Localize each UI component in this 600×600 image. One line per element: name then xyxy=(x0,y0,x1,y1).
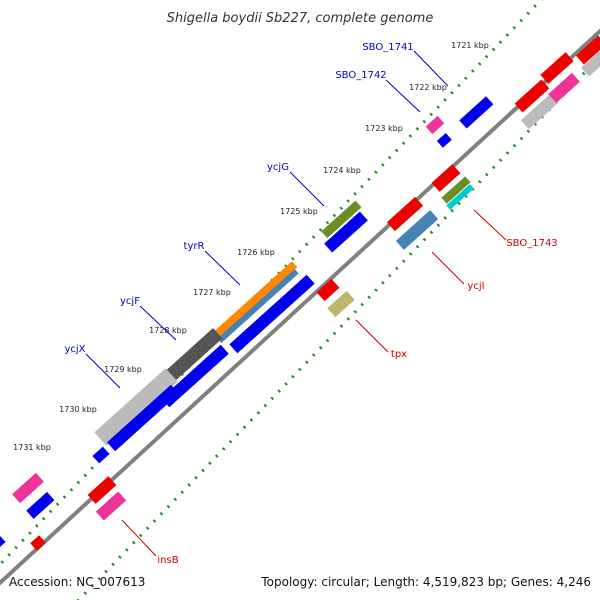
topology-text: Topology: circular; Length: 4,519,823 bp… xyxy=(260,575,591,589)
forward-gene-labels: SBO_1741 SBO_1742 ycjG tyrR ycjF ycjX xyxy=(64,42,413,355)
map-title: Shigella boydii Sb227, complete genome xyxy=(167,11,434,26)
gene-feature[interactable] xyxy=(0,534,6,552)
gene-label[interactable]: SBO_1742 xyxy=(335,70,386,81)
leader-line xyxy=(413,50,449,87)
gene-feature[interactable] xyxy=(395,210,439,250)
gene-feature[interactable] xyxy=(436,133,452,148)
gene-feature[interactable] xyxy=(575,35,600,65)
leader-line xyxy=(139,305,177,341)
gene-feature[interactable] xyxy=(514,79,550,113)
leader-line xyxy=(355,319,389,353)
gene-feature[interactable] xyxy=(324,211,368,253)
tick-label: 1731 kbp xyxy=(13,443,51,452)
gene-feature[interactable] xyxy=(386,196,424,232)
gene-feature[interactable] xyxy=(540,52,574,84)
tick-label: 1722 kbp xyxy=(409,83,447,92)
leader-line xyxy=(121,519,157,557)
gene-label[interactable]: SBO_1743 xyxy=(506,238,557,249)
gene-feature[interactable] xyxy=(425,115,445,135)
gene-label[interactable]: ycjF xyxy=(120,296,140,307)
gene-feature[interactable] xyxy=(581,51,600,77)
gene-feature[interactable] xyxy=(229,274,315,354)
tick-label: 1726 kbp xyxy=(237,248,275,257)
gene-feature[interactable] xyxy=(107,384,179,452)
gene-feature[interactable] xyxy=(321,200,362,239)
gene-feature[interactable] xyxy=(214,261,298,337)
gene-feature[interactable] xyxy=(431,164,461,192)
leader-lines xyxy=(85,50,507,557)
gene-feature[interactable] xyxy=(217,268,299,344)
gene-feature[interactable] xyxy=(548,72,580,104)
leader-line xyxy=(473,209,507,241)
tick-labels: 1721 kbp 1722 kbp 1723 kbp 1724 kbp 1725… xyxy=(13,41,489,452)
tick-label: 1730 kbp xyxy=(59,405,97,414)
gene-feature[interactable] xyxy=(26,491,55,519)
gene-feature[interactable] xyxy=(92,446,110,464)
forward-strand-features xyxy=(0,96,494,552)
gene-label[interactable]: tpx xyxy=(391,349,407,360)
accession-text: Accession: NC_007613 xyxy=(9,575,145,589)
tick-label: 1721 kbp xyxy=(451,41,489,50)
gene-label[interactable]: ycjI xyxy=(467,281,484,292)
gene-feature[interactable] xyxy=(161,344,229,408)
leader-line xyxy=(204,250,241,286)
gene-feature[interactable] xyxy=(459,96,494,129)
leader-line xyxy=(85,353,121,389)
gene-label[interactable]: SBO_1741 xyxy=(362,42,413,53)
tick-label: 1724 kbp xyxy=(323,166,361,175)
tick-label: 1723 kbp xyxy=(365,124,403,133)
tick-label: 1729 kbp xyxy=(104,365,142,374)
leader-line xyxy=(385,79,421,113)
reverse-strand-features xyxy=(30,35,600,551)
gene-feature[interactable] xyxy=(95,491,127,521)
gene-feature[interactable] xyxy=(87,476,117,504)
gene-feature[interactable] xyxy=(446,184,474,210)
gene-feature[interactable] xyxy=(30,535,46,551)
tick-label: 1728 kbp xyxy=(149,326,187,335)
tick-label: 1725 kbp xyxy=(280,207,318,216)
gene-feature[interactable] xyxy=(327,290,355,318)
gene-label[interactable]: ycjX xyxy=(64,344,85,355)
gene-label[interactable]: tyrR xyxy=(184,241,205,252)
leader-line xyxy=(289,171,325,207)
reverse-gene-labels: SBO_1743 ycjI tpx insB xyxy=(157,238,557,566)
gene-feature[interactable] xyxy=(441,176,471,204)
gene-label[interactable]: ycjG xyxy=(267,162,289,173)
tick-label: 1727 kbp xyxy=(193,288,231,297)
gene-feature[interactable] xyxy=(520,94,558,130)
gene-feature[interactable] xyxy=(316,278,340,302)
leader-line xyxy=(431,251,465,285)
inner-scale-ring xyxy=(76,54,600,600)
genome-backbone xyxy=(0,28,600,586)
gene-feature[interactable] xyxy=(12,472,44,504)
gene-label[interactable]: insB xyxy=(157,555,178,566)
gene-feature[interactable] xyxy=(94,368,178,446)
